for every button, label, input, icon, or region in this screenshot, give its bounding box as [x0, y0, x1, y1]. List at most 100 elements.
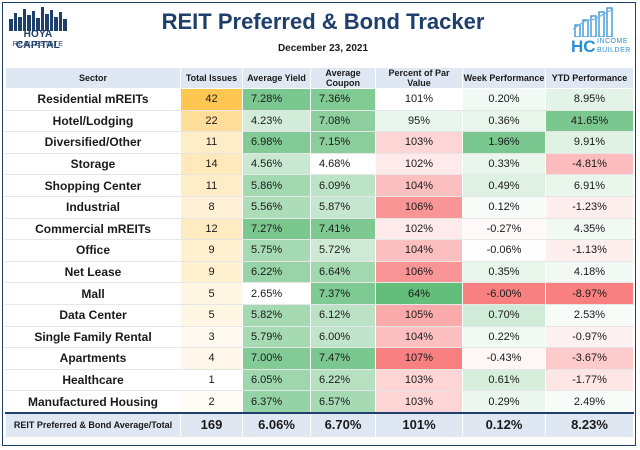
value-cell-average-coupon: 7.08% [310, 110, 376, 133]
value-cell-total-issues: 12 [180, 218, 243, 241]
table-header-row: Sector Total Issues Average Yield Average C… [5, 67, 634, 89]
column-header-average-yield: Average Yield [242, 67, 311, 89]
table-row: Office 9 5.75% 5.72% 104% -0.06% -1.13% [5, 239, 634, 262]
value-cell-total-issues: 3 [180, 326, 243, 349]
value-cell-total-issues: 5 [180, 282, 243, 305]
total-value-cell: 6.06% [242, 411, 311, 437]
value-cell-percent-of-par-value: 107% [375, 347, 463, 370]
value-cell-average-coupon: 7.41% [310, 218, 376, 241]
value-cell-week-performance: 1.96% [462, 131, 546, 154]
value-cell-percent-of-par-value: 103% [375, 131, 463, 154]
table-row: Commercial mREITs 12 7.27% 7.41% 102% -0.27% 4… [5, 218, 634, 241]
value-cell-week-performance: 0.29% [462, 390, 546, 414]
brand-left-name: HOYA CAPITAL [16, 29, 60, 51]
value-cell-percent-of-par-value: 104% [375, 239, 463, 262]
hoya-capital-logo: HOYA CAPITAL REAL ESTATE [7, 7, 69, 57]
bar-growth-icon [572, 7, 614, 38]
table-row: Shopping Center 11 5.86% 6.09% 104% 0.49% 6.91… [5, 174, 634, 197]
sector-cell: Commercial mREITs [5, 218, 181, 241]
total-label-cell: REIT Preferred & Bond Average/Total [5, 411, 181, 437]
value-cell-week-performance: -0.06% [462, 239, 546, 262]
value-cell-ytd-performance: 2.53% [545, 304, 634, 327]
value-cell-average-coupon: 6.22% [310, 369, 376, 392]
value-cell-ytd-performance: 6.91% [545, 174, 634, 197]
value-cell-week-performance: 0.20% [462, 88, 546, 111]
value-cell-total-issues: 8 [180, 196, 243, 219]
value-cell-average-coupon: 6.12% [310, 304, 376, 327]
brand-right-word1: INCOME [597, 38, 628, 45]
total-row: REIT Preferred & Bond Average/Total 169 6.… [5, 411, 634, 437]
value-cell-average-coupon: 7.47% [310, 347, 376, 370]
value-cell-total-issues: 4 [180, 347, 243, 370]
value-cell-average-yield: 6.22% [242, 261, 311, 284]
brand-right-initials: HC [571, 37, 596, 56]
table-row: Residential mREITs 42 7.28% 7.36% 101% 0.20% 8… [5, 88, 634, 111]
tracker-panel: HOYA CAPITAL REAL ESTATE REIT Preferred … [2, 2, 636, 446]
value-cell-average-yield: 5.79% [242, 326, 311, 349]
value-cell-percent-of-par-value: 102% [375, 153, 463, 176]
sector-cell: Net Lease [5, 261, 181, 284]
tracker-table: Sector Total Issues Average Yield Average C… [5, 67, 634, 437]
value-cell-total-issues: 14 [180, 153, 243, 176]
value-cell-average-coupon: 6.64% [310, 261, 376, 284]
value-cell-ytd-performance: 8.95% [545, 88, 634, 111]
sector-cell: Mall [5, 282, 181, 305]
value-cell-total-issues: 22 [180, 110, 243, 133]
value-cell-total-issues: 9 [180, 261, 243, 284]
table-row: Manufactured Housing 2 6.37% 6.57% 103% 0.29%… [5, 390, 634, 414]
sector-cell: Manufactured Housing [5, 390, 181, 414]
value-cell-percent-of-par-value: 64% [375, 282, 463, 305]
value-cell-percent-of-par-value: 104% [375, 326, 463, 349]
value-cell-week-performance: -0.27% [462, 218, 546, 241]
column-header-total-issues: Total Issues [180, 67, 243, 89]
total-value-cell: 169 [180, 411, 243, 437]
value-cell-ytd-performance: -1.77% [545, 369, 634, 392]
value-cell-week-performance: 0.70% [462, 304, 546, 327]
sector-cell: Data Center [5, 304, 181, 327]
value-cell-average-coupon: 6.00% [310, 326, 376, 349]
sector-cell: Storage [5, 153, 181, 176]
value-cell-average-yield: 6.37% [242, 390, 311, 414]
value-cell-ytd-performance: -3.67% [545, 347, 634, 370]
value-cell-total-issues: 2 [180, 390, 243, 414]
value-cell-week-performance: -0.43% [462, 347, 546, 370]
table-row: Apartments 4 7.00% 7.47% 107% -0.43% -3.67% [5, 347, 634, 370]
value-cell-average-yield: 7.28% [242, 88, 311, 111]
table-row: Single Family Rental 3 5.79% 6.00% 104% 0.22%… [5, 326, 634, 349]
city-skyline-icon [9, 7, 67, 31]
value-cell-average-yield: 7.00% [242, 347, 311, 370]
value-cell-ytd-performance: 4.18% [545, 261, 634, 284]
value-cell-total-issues: 9 [180, 239, 243, 262]
value-cell-average-coupon: 6.09% [310, 174, 376, 197]
value-cell-average-yield: 4.23% [242, 110, 311, 133]
value-cell-percent-of-par-value: 106% [375, 261, 463, 284]
value-cell-week-performance: 0.12% [462, 196, 546, 219]
value-cell-average-yield: 6.05% [242, 369, 311, 392]
value-cell-average-coupon: 6.57% [310, 390, 376, 414]
value-cell-average-coupon: 4.68% [310, 153, 376, 176]
value-cell-week-performance: 0.61% [462, 369, 546, 392]
value-cell-week-performance: 0.33% [462, 153, 546, 176]
table-row: Storage 14 4.56% 4.68% 102% 0.33% -4.81% [5, 153, 634, 176]
total-value-cell: 8.23% [545, 411, 634, 437]
value-cell-percent-of-par-value: 95% [375, 110, 463, 133]
value-cell-week-performance: 0.49% [462, 174, 546, 197]
sector-cell: Industrial [5, 196, 181, 219]
value-cell-week-performance: 0.35% [462, 261, 546, 284]
column-header-sector: Sector [5, 67, 181, 89]
value-cell-percent-of-par-value: 103% [375, 390, 463, 414]
value-cell-percent-of-par-value: 102% [375, 218, 463, 241]
value-cell-average-coupon: 7.37% [310, 282, 376, 305]
value-cell-percent-of-par-value: 103% [375, 369, 463, 392]
sector-cell: Shopping Center [5, 174, 181, 197]
value-cell-ytd-performance: 41.65% [545, 110, 634, 133]
table-row: Healthcare 1 6.05% 6.22% 103% 0.61% -1.77% [5, 369, 634, 392]
value-cell-week-performance: 0.36% [462, 110, 546, 133]
brand-right-word2: BUILDER [597, 47, 631, 54]
value-cell-total-issues: 11 [180, 131, 243, 154]
sector-cell: Diversified/Other [5, 131, 181, 154]
header: HOYA CAPITAL REAL ESTATE REIT Preferred … [3, 3, 635, 67]
value-cell-percent-of-par-value: 105% [375, 304, 463, 327]
sector-cell: Healthcare [5, 369, 181, 392]
column-header-percent-of-par-value: Percent of Par Value [375, 67, 463, 89]
